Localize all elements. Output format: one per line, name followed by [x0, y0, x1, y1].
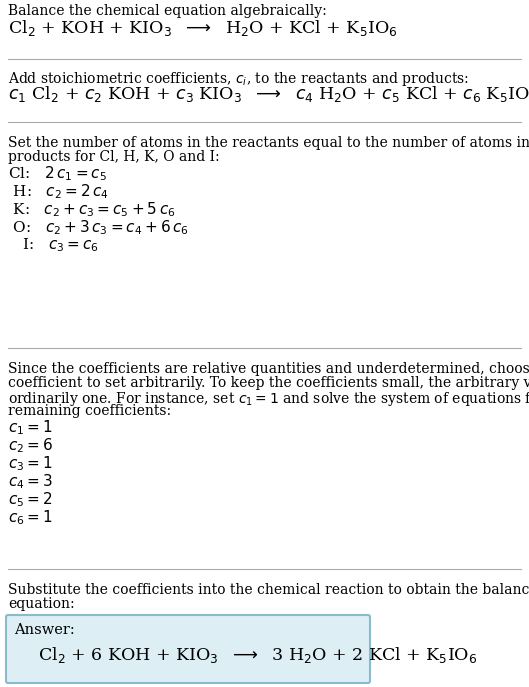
- Text: O:   $c_2 + 3\,c_3 = c_4 + 6\,c_6$: O: $c_2 + 3\,c_3 = c_4 + 6\,c_6$: [8, 218, 189, 237]
- FancyBboxPatch shape: [6, 615, 370, 683]
- Text: Cl$_2$ + 6 KOH + KIO$_3$  $\longrightarrow$  3 H$_2$O + 2 KCl + K$_5$IO$_6$: Cl$_2$ + 6 KOH + KIO$_3$ $\longrightarro…: [38, 645, 477, 665]
- Text: Substitute the coefficients into the chemical reaction to obtain the balanced: Substitute the coefficients into the che…: [8, 583, 529, 597]
- Text: $c_5 = 2$: $c_5 = 2$: [8, 490, 52, 508]
- Text: K:   $c_2 + c_3 = c_5 + 5\,c_6$: K: $c_2 + c_3 = c_5 + 5\,c_6$: [8, 200, 176, 218]
- Text: remaining coefficients:: remaining coefficients:: [8, 404, 171, 418]
- Text: $c_2 = 6$: $c_2 = 6$: [8, 436, 53, 455]
- Text: $c_6 = 1$: $c_6 = 1$: [8, 508, 52, 527]
- Text: $c_4 = 3$: $c_4 = 3$: [8, 472, 53, 491]
- Text: $c_3 = 1$: $c_3 = 1$: [8, 454, 52, 473]
- Text: $c_1 = 1$: $c_1 = 1$: [8, 418, 52, 437]
- Text: Cl$_2$ + KOH + KIO$_3$  $\longrightarrow$  H$_2$O + KCl + K$_5$IO$_6$: Cl$_2$ + KOH + KIO$_3$ $\longrightarrow$…: [8, 18, 398, 38]
- Text: Answer:: Answer:: [14, 623, 75, 637]
- Text: coefficient to set arbitrarily. To keep the coefficients small, the arbitrary va: coefficient to set arbitrarily. To keep …: [8, 376, 529, 390]
- Text: Balance the chemical equation algebraically:: Balance the chemical equation algebraica…: [8, 4, 327, 18]
- Text: products for Cl, H, K, O and I:: products for Cl, H, K, O and I:: [8, 150, 220, 164]
- Text: Cl:   $2\,c_1 = c_5$: Cl: $2\,c_1 = c_5$: [8, 164, 107, 183]
- Text: Since the coefficients are relative quantities and underdetermined, choose a: Since the coefficients are relative quan…: [8, 362, 529, 376]
- Text: $c_1$ Cl$_2$ + $c_2$ KOH + $c_3$ KIO$_3$  $\longrightarrow$  $c_4$ H$_2$O + $c_5: $c_1$ Cl$_2$ + $c_2$ KOH + $c_3$ KIO$_3$…: [8, 84, 529, 104]
- Text: Set the number of atoms in the reactants equal to the number of atoms in the: Set the number of atoms in the reactants…: [8, 136, 529, 150]
- Text: ordinarily one. For instance, set $c_1 = 1$ and solve the system of equations fo: ordinarily one. For instance, set $c_1 =…: [8, 390, 529, 408]
- Text: Add stoichiometric coefficients, $c_i$, to the reactants and products:: Add stoichiometric coefficients, $c_i$, …: [8, 70, 469, 88]
- Text: H:   $c_2 = 2\,c_4$: H: $c_2 = 2\,c_4$: [8, 182, 109, 201]
- Text: equation:: equation:: [8, 597, 75, 611]
- Text: I:   $c_3 = c_6$: I: $c_3 = c_6$: [8, 236, 99, 254]
